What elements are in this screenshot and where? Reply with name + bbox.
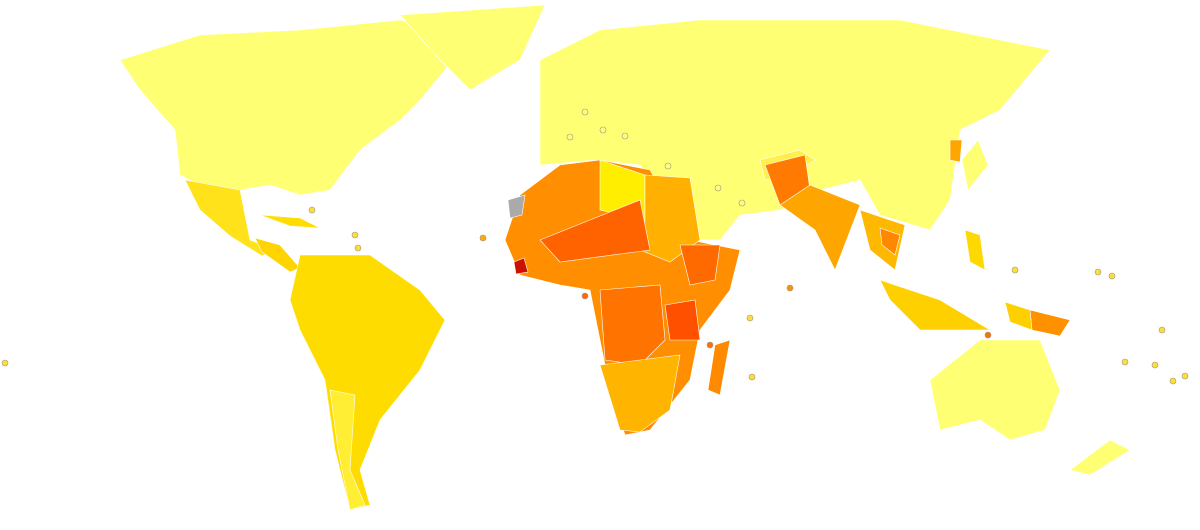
island [746,314,754,322]
southern-africa [599,354,681,433]
island [581,292,589,300]
laos [879,227,901,256]
island [1158,326,1166,334]
sahel [539,199,651,263]
madagascar [707,339,731,396]
indonesia [879,279,992,331]
island [1108,272,1116,280]
island [621,132,629,140]
central-america [254,237,301,273]
egypt-sudan [639,174,701,263]
new-zealand [1069,439,1131,476]
korea [949,139,963,163]
island [706,341,714,349]
island [354,244,362,252]
island [581,108,589,116]
island [308,206,316,214]
island [1011,266,1019,274]
island [1,359,9,367]
island [664,162,672,170]
india [779,184,861,271]
tanzania [664,299,701,341]
north-america [119,19,471,196]
island [566,133,574,141]
greenland [399,4,546,91]
southern-cone [329,389,366,511]
island-markers [1,108,1189,385]
island [479,234,487,242]
island [714,184,722,192]
australia [929,339,1061,441]
south-america [289,254,446,511]
caribbean [259,214,321,229]
island [1094,268,1102,276]
sierra-leone [513,257,529,275]
new-guinea-west [1004,301,1033,331]
island [786,284,794,292]
central-africa [599,284,666,366]
island [984,331,992,339]
ethiopia [679,244,721,286]
island [599,126,607,134]
island [738,199,746,207]
island [1121,358,1129,366]
island [748,373,756,381]
island [1169,377,1177,385]
island [1181,372,1189,380]
island [1151,361,1159,369]
island [351,231,359,239]
western-sahara [507,194,526,219]
japan [961,139,989,191]
philippines [964,229,986,271]
